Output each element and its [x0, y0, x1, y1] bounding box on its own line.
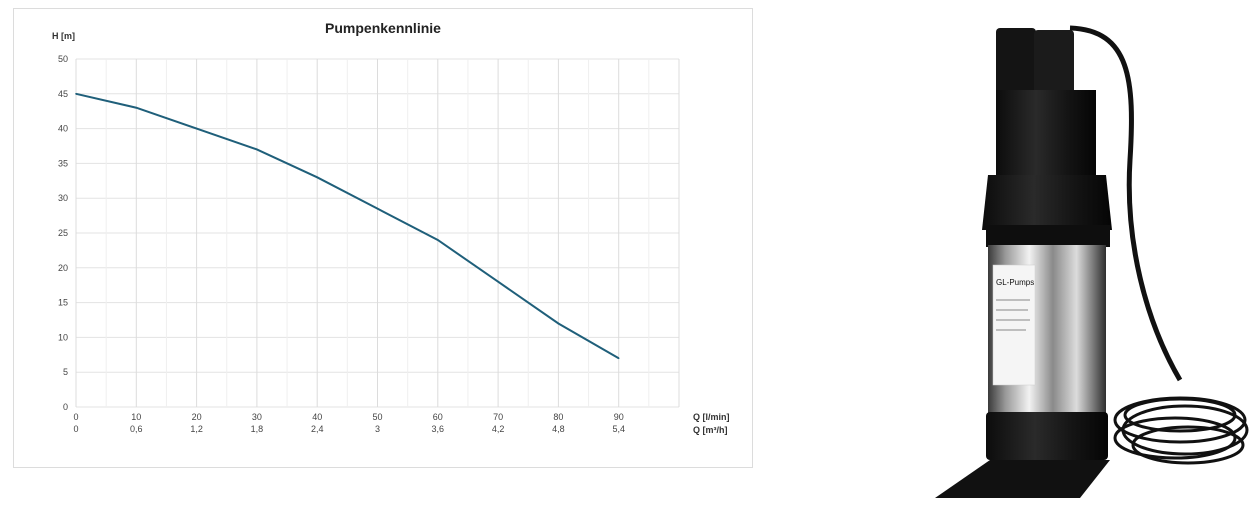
- data-point: [617, 357, 620, 360]
- x-tick-label: 70: [493, 412, 503, 422]
- x-tick-label: 40: [312, 412, 322, 422]
- label-brand-text: GL-Pumps: [996, 278, 1034, 287]
- x-tick-label-2: 3,6: [432, 424, 445, 434]
- y-tick-label: 40: [58, 124, 68, 134]
- x-tick-label: 90: [614, 412, 624, 422]
- x-tick-label-2: 1,2: [190, 424, 203, 434]
- data-point: [316, 176, 319, 179]
- x-tick-label-2: 4,2: [492, 424, 505, 434]
- y-tick-label: 20: [58, 263, 68, 273]
- y-tick-label: 5: [63, 367, 68, 377]
- grid: [75, 58, 680, 408]
- data-point: [557, 322, 560, 325]
- y-axis-label: H [m]: [52, 31, 75, 41]
- series-layer: [75, 92, 620, 360]
- x-tick-label: 60: [433, 412, 443, 422]
- x-tick-label-2: 0: [73, 424, 78, 434]
- x-axis-label-2: Q [m³/h]: [693, 425, 728, 435]
- y-tick-label: 30: [58, 193, 68, 203]
- y-tick-label: 35: [58, 158, 68, 168]
- x-tick-label-2: 0,6: [130, 424, 143, 434]
- y-tick-label: 25: [58, 228, 68, 238]
- x-tick-label: 80: [553, 412, 563, 422]
- x-tick-label: 30: [252, 412, 262, 422]
- x-tick-label: 0: [73, 412, 78, 422]
- y-tick-label: 15: [58, 298, 68, 308]
- y-tick-label: 45: [58, 89, 68, 99]
- chart-title: Pumpenkennlinie: [325, 20, 441, 36]
- y-tick-label: 0: [63, 402, 68, 412]
- series-line: [75, 92, 620, 360]
- data-point: [75, 93, 77, 95]
- x-tick-label-2: 4,8: [552, 424, 565, 434]
- data-point: [497, 280, 499, 283]
- x-tick-label-2: 3: [375, 424, 380, 434]
- data-point: [195, 127, 198, 130]
- x-tick-label-2: 1,8: [251, 424, 264, 434]
- x-tick-label-2: 2,4: [311, 424, 324, 434]
- y-tick-label: 10: [58, 332, 68, 342]
- pump-curve-chart: Pumpenkennlinie H [m] Q [l/min] Q [m³/h]…: [13, 8, 753, 468]
- y-tick-label: 50: [58, 54, 68, 64]
- x-axis-label: Q [l/min]: [693, 412, 730, 422]
- tick-labels: 0510152025303540455000100,6201,2301,8402…: [58, 54, 625, 434]
- data-point: [376, 207, 379, 210]
- chart-svg: Pumpenkennlinie H [m] Q [l/min] Q [m³/h]…: [52, 20, 730, 435]
- submersible-pump-icon: GL-Pumps: [935, 25, 1249, 498]
- data-point: [256, 148, 258, 151]
- x-tick-label: 10: [131, 412, 141, 422]
- x-tick-label: 50: [372, 412, 382, 422]
- pump-product-image: GL-Pumps: [930, 20, 1259, 500]
- x-tick-label-2: 5,4: [612, 424, 625, 434]
- x-tick-label: 20: [192, 412, 202, 422]
- data-point: [437, 239, 439, 241]
- data-point: [135, 106, 138, 109]
